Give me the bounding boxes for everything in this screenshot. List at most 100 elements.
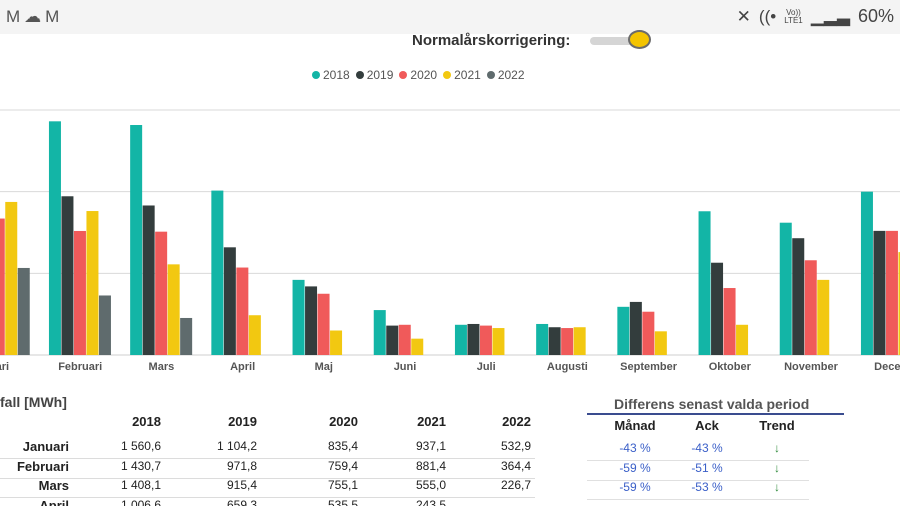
table-column-header[interactable]: 2018 xyxy=(132,414,161,429)
bar-maj-2021[interactable] xyxy=(330,330,343,356)
legend-swatch xyxy=(312,71,320,79)
bar-april-2019[interactable] xyxy=(223,247,236,355)
bar-augusti-2020[interactable] xyxy=(561,328,574,355)
bar-september-2021[interactable] xyxy=(654,331,667,355)
diff-ack: -53 % xyxy=(691,480,723,494)
toggle-knob[interactable] xyxy=(628,30,651,49)
bar-juni-2019[interactable] xyxy=(386,325,399,355)
diff-ack: -51 % xyxy=(691,460,723,475)
bar-maj-2020[interactable] xyxy=(317,293,330,355)
diff-column-header[interactable]: Månad xyxy=(614,418,656,433)
bar-januari-2021[interactable] xyxy=(5,201,18,355)
bar-augusti-2021[interactable] xyxy=(573,327,586,355)
cloud-icon: ☁ xyxy=(24,7,46,26)
bar-oktober-2020[interactable] xyxy=(723,288,736,355)
table-column-header[interactable]: 2022 xyxy=(502,414,531,429)
bar-augusti-2019[interactable] xyxy=(548,327,561,355)
table-row: Januari 1 560,6 1 104,2 835,4 937,1 532,9 xyxy=(0,439,535,459)
table-column-header[interactable]: 2021 xyxy=(417,414,446,429)
x-tick-label: April xyxy=(230,361,255,373)
bar-april-2020[interactable] xyxy=(236,267,249,355)
bar-oktober-2021[interactable] xyxy=(736,324,749,355)
table-row: April 1 006,6 659,3 535,5 243,5 xyxy=(0,498,535,506)
x-tick-label: Oktober xyxy=(709,361,752,373)
bar-juni-2018[interactable] xyxy=(373,310,386,355)
bar-mars-2020[interactable] xyxy=(155,231,168,355)
table-column-header[interactable]: 2019 xyxy=(228,414,257,429)
bar-december-2018[interactable] xyxy=(860,191,873,355)
bar-augusti-2018[interactable] xyxy=(536,323,549,355)
bar-maj-2019[interactable] xyxy=(305,286,318,355)
bar-november-2018[interactable] xyxy=(779,222,792,355)
signal-icon: ▁▂▃ xyxy=(810,6,850,26)
system-icons: ✕ ((• Vo)) LTE1 ▁▂▃ 60% xyxy=(737,6,894,27)
legend-item-2019[interactable]: 2019 xyxy=(355,68,393,82)
table-title: fall [MWh] xyxy=(0,394,67,410)
data-table: 2018 2019 2020 2021 2022 Januari 1 560,6 1 104,… xyxy=(0,412,535,506)
bar-juli-2019[interactable] xyxy=(467,323,480,355)
x-tick-label: Juni xyxy=(394,361,417,373)
gmail-icon: M xyxy=(6,7,25,26)
bar-juli-2020[interactable] xyxy=(479,325,492,355)
bar-maj-2018[interactable] xyxy=(292,279,305,355)
legend-item-2022[interactable]: 2022 xyxy=(486,68,525,82)
bar-juni-2020[interactable] xyxy=(398,324,411,355)
wifi-icon: ((• xyxy=(758,6,777,26)
bar-april-2018[interactable] xyxy=(211,190,224,355)
diff-title: Differens senast valda period xyxy=(614,396,810,412)
diff-title-underline xyxy=(587,413,844,415)
bar-februari-2018[interactable] xyxy=(48,121,61,355)
bar-oktober-2018[interactable] xyxy=(698,211,711,355)
bar-mars-2018[interactable] xyxy=(130,125,143,355)
bar-juli-2021[interactable] xyxy=(492,328,505,355)
x-tick-label: Decem xyxy=(874,361,900,373)
bar-september-2019[interactable] xyxy=(629,301,642,355)
table-cell: 915,4 xyxy=(226,478,257,492)
bar-november-2020[interactable] xyxy=(804,260,817,355)
row-label: Januari xyxy=(22,439,69,454)
bar-september-2018[interactable] xyxy=(617,306,630,355)
bar-mars-2019[interactable] xyxy=(142,205,155,355)
bar-december-2021[interactable] xyxy=(898,252,900,355)
bar-februari-2021[interactable] xyxy=(86,211,99,355)
battery-level: 60% xyxy=(857,6,894,26)
bar-november-2019[interactable] xyxy=(792,238,805,355)
table-row: Mars 1 408,1 915,4 755,1 555,0 226,7 xyxy=(0,478,535,498)
bar-december-2019[interactable] xyxy=(873,230,886,355)
bar-februari-2020[interactable] xyxy=(73,230,86,355)
table-cell: 937,1 xyxy=(415,439,446,453)
table-cell: 1 560,6 xyxy=(120,439,161,453)
x-tick-label: Februari xyxy=(58,361,102,373)
bar-februari-2022[interactable] xyxy=(98,295,111,355)
bar-mars-2021[interactable] xyxy=(167,264,180,355)
bar-mars-2022[interactable] xyxy=(180,317,193,355)
table-cell: 971,8 xyxy=(226,458,257,473)
table-cell: 659,3 xyxy=(226,497,257,506)
legend-item-2020[interactable]: 2020 xyxy=(399,68,437,82)
notification-icons: M☁M xyxy=(6,7,63,27)
bar-januari-2020[interactable] xyxy=(0,218,5,355)
bar-november-2021[interactable] xyxy=(817,279,830,355)
bar-december-2020[interactable] xyxy=(885,230,898,355)
x-tick-label: Maj xyxy=(315,361,333,373)
bar-juni-2021[interactable] xyxy=(411,338,424,355)
carrier-bottom: LTE1 xyxy=(784,15,803,25)
normalization-toggle[interactable] xyxy=(590,37,642,45)
bar-april-2021[interactable] xyxy=(248,315,261,355)
x-tick-label: Mars xyxy=(149,361,175,373)
bar-januari-2022[interactable] xyxy=(17,267,30,355)
bar-oktober-2019[interactable] xyxy=(711,262,724,355)
table-row: Februari 1 430,7 971,8 759,4 881,4 364,4 xyxy=(0,459,535,479)
table-column-header[interactable]: 2020 xyxy=(329,414,358,429)
diff-table: Månad Ack Trend -43 % -43 % ↓ -59 % -51 % ↓ -59 %… xyxy=(587,416,847,506)
legend-item-2021[interactable]: 2021 xyxy=(443,68,481,82)
diff-column-header[interactable]: Ack xyxy=(695,418,719,433)
bar-februari-2019[interactable] xyxy=(61,196,74,355)
bar-september-2020[interactable] xyxy=(642,311,655,355)
legend-label: 2022 xyxy=(497,68,525,82)
legend-item-2018[interactable]: 2018 xyxy=(312,68,350,82)
table-cell: 835,4 xyxy=(327,439,358,453)
x-tick-label: uari xyxy=(0,361,9,373)
diff-column-header[interactable]: Trend xyxy=(759,418,795,433)
bar-juli-2018[interactable] xyxy=(454,324,467,355)
